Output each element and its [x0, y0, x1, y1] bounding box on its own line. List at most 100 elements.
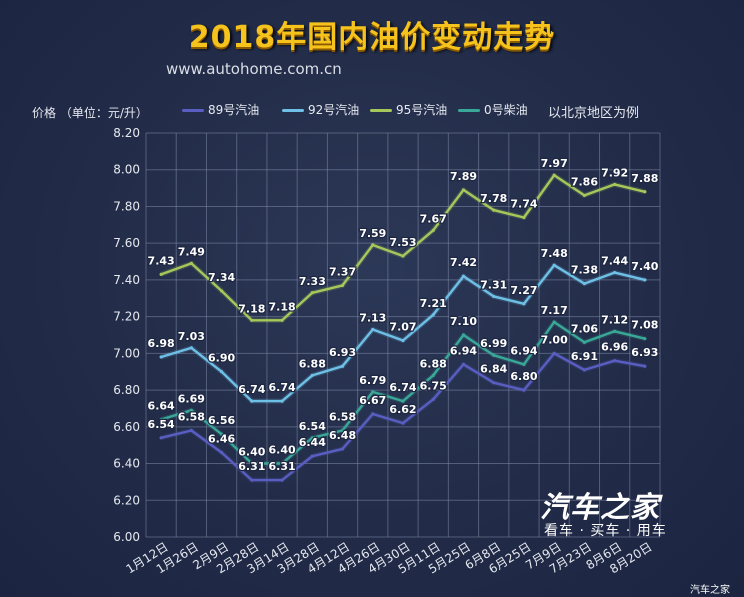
- data-point: [159, 355, 163, 359]
- data-point: [189, 346, 193, 350]
- data-point: [431, 373, 435, 377]
- region-note: 以北京地区为例: [548, 106, 640, 121]
- data-label: 7.92: [601, 166, 628, 179]
- data-point: [310, 373, 314, 377]
- data-label: 6.80: [510, 370, 537, 383]
- data-label: 6.58: [178, 410, 205, 423]
- data-label: 6.62: [389, 403, 416, 416]
- data-label: 6.84: [480, 363, 507, 376]
- data-label: 6.94: [450, 344, 477, 357]
- data-label: 6.58: [329, 410, 356, 423]
- data-label: 7.59: [359, 227, 386, 240]
- data-label: 6.88: [299, 357, 326, 370]
- data-point: [461, 274, 466, 278]
- data-label: 7.38: [571, 264, 598, 277]
- data-point: [219, 432, 224, 436]
- data-label: 7.89: [450, 170, 477, 183]
- data-label: 7.86: [571, 175, 598, 188]
- data-label: 7.33: [299, 275, 326, 288]
- data-label: 6.31: [268, 460, 295, 473]
- data-label: 7.48: [541, 247, 568, 260]
- data-point: [310, 436, 314, 440]
- data-label: 7.00: [541, 333, 568, 346]
- y-tick-label: 6.00: [113, 530, 140, 544]
- data-point: [371, 243, 375, 247]
- data-label: 6.88: [420, 357, 447, 370]
- data-label: 7.37: [329, 265, 356, 278]
- data-point: [401, 421, 405, 425]
- data-label: 6.98: [148, 337, 175, 350]
- data-point: [250, 318, 254, 322]
- y-tick-label: 7.40: [113, 273, 140, 287]
- data-label: 7.97: [541, 157, 568, 170]
- data-point: [643, 190, 647, 194]
- data-point: [643, 364, 647, 368]
- data-point: [492, 208, 496, 212]
- data-point: [250, 478, 254, 482]
- watermark: 汽车之家: [690, 585, 730, 596]
- data-point: [280, 461, 284, 466]
- chart-title: 2018年国内油价变动走势: [188, 20, 556, 55]
- data-label: 6.93: [631, 346, 658, 359]
- data-point: [552, 173, 556, 177]
- data-point: [401, 399, 405, 403]
- data-point: [219, 450, 224, 455]
- data-point: [552, 351, 556, 355]
- legend-label-92: 92号汽油: [308, 103, 360, 117]
- autohome-logo-text: 汽车之家: [540, 490, 661, 524]
- data-point: [159, 436, 163, 440]
- data-point: [613, 182, 617, 187]
- data-label: 7.21: [420, 297, 447, 310]
- data-label: 6.54: [148, 418, 175, 431]
- data-label: 6.69: [178, 392, 205, 405]
- data-point: [582, 340, 587, 344]
- data-label: 7.67: [420, 212, 447, 225]
- data-point: [461, 362, 466, 366]
- data-point: [643, 337, 647, 341]
- data-point: [522, 388, 526, 392]
- y-tick-label: 8.00: [113, 163, 140, 177]
- data-label: 6.54: [299, 420, 326, 433]
- legend-swatch-diesel: [458, 109, 480, 112]
- data-point: [552, 320, 556, 324]
- data-label: 6.44: [299, 436, 326, 449]
- legend-swatch-95: [370, 109, 392, 112]
- data-point: [280, 399, 284, 403]
- data-point: [250, 399, 254, 403]
- data-point: [280, 478, 284, 482]
- data-label: 6.40: [238, 446, 265, 459]
- data-label: 7.40: [631, 260, 658, 273]
- y-axis-label: 价格 （单位：元/升）: [32, 106, 148, 120]
- data-point: [159, 272, 163, 276]
- data-label: 7.78: [480, 192, 507, 205]
- data-label: 6.99: [480, 337, 507, 350]
- data-point: [613, 329, 617, 333]
- data-label: 7.07: [389, 321, 416, 334]
- data-point: [461, 333, 466, 337]
- data-label: 7.88: [631, 172, 658, 185]
- y-tick-label: 8.20: [113, 126, 140, 140]
- data-label: 7.10: [450, 315, 477, 328]
- legend-label-89: 89号汽油: [208, 103, 260, 117]
- data-point: [371, 390, 375, 394]
- data-label: 7.18: [238, 302, 265, 315]
- data-label: 7.44: [601, 255, 628, 268]
- data-label: 6.46: [208, 433, 235, 446]
- data-label: 6.56: [208, 414, 235, 427]
- data-label: 6.91: [571, 350, 598, 363]
- data-point: [310, 454, 314, 458]
- data-label: 6.96: [601, 341, 628, 354]
- legend-swatch-89: [182, 109, 204, 112]
- data-point: [522, 215, 526, 220]
- y-tick-label: 6.60: [113, 420, 140, 434]
- data-point: [582, 281, 587, 286]
- data-label: 7.53: [389, 236, 416, 249]
- data-label: 7.49: [178, 245, 205, 258]
- data-point: [431, 397, 435, 401]
- data-label: 6.67: [359, 394, 386, 407]
- data-label: 6.64: [148, 399, 175, 412]
- data-point: [582, 193, 587, 198]
- data-point: [340, 428, 345, 433]
